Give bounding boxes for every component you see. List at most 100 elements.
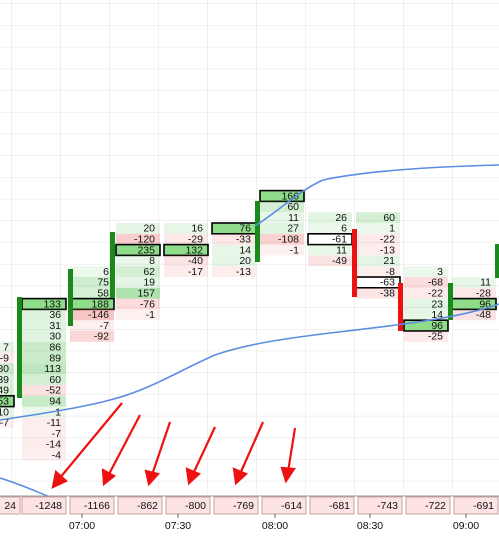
time-label: 09:00 bbox=[453, 520, 479, 532]
total-cell bbox=[309, 496, 355, 515]
cell bbox=[260, 212, 304, 223]
bars bbox=[17, 201, 499, 398]
cell-value: 60 bbox=[49, 374, 61, 386]
cell-value: -29 bbox=[188, 233, 203, 245]
cell bbox=[22, 341, 66, 353]
total-value: -614 bbox=[281, 500, 302, 512]
cell bbox=[70, 320, 114, 331]
boxed-cell bbox=[0, 394, 15, 408]
total-value: -800 bbox=[185, 500, 206, 512]
cell-value: 11 bbox=[480, 277, 491, 289]
cell bbox=[70, 266, 114, 277]
range-bar bbox=[110, 232, 115, 298]
time-label: 08:00 bbox=[262, 520, 288, 532]
cell bbox=[70, 309, 114, 321]
total-value: -722 bbox=[425, 500, 446, 512]
total-value: -769 bbox=[233, 500, 254, 512]
cell-value: 96 bbox=[479, 298, 491, 310]
cell bbox=[116, 233, 160, 245]
cell bbox=[22, 352, 66, 364]
cell bbox=[116, 223, 160, 234]
cell-value: -22 bbox=[380, 233, 395, 245]
cell bbox=[116, 298, 160, 310]
cell bbox=[22, 449, 66, 461]
range-bar bbox=[398, 283, 403, 331]
cell bbox=[70, 277, 114, 288]
cell bbox=[116, 309, 160, 321]
lower-band bbox=[0, 303, 499, 421]
cell-value: -17 bbox=[188, 266, 203, 278]
cell-value: 96 bbox=[431, 320, 443, 332]
cell bbox=[404, 331, 448, 342]
cell-value: -68 bbox=[428, 277, 443, 289]
cell bbox=[356, 212, 400, 223]
cell bbox=[0, 385, 14, 396]
cell bbox=[404, 277, 448, 288]
cell bbox=[0, 417, 14, 429]
cell bbox=[22, 417, 66, 429]
cell bbox=[356, 266, 400, 277]
range-bar bbox=[255, 201, 260, 262]
cell-value: -9 bbox=[0, 352, 9, 364]
cell-value: -8 bbox=[386, 266, 395, 278]
cell-value: 58 bbox=[97, 287, 109, 299]
cell bbox=[22, 406, 66, 418]
cell bbox=[22, 363, 66, 375]
cell-value: 53 bbox=[0, 395, 9, 407]
cell-value: -76 bbox=[140, 298, 155, 310]
boxed-cell bbox=[259, 189, 305, 203]
cell-value: 14 bbox=[239, 244, 251, 256]
cell bbox=[0, 374, 14, 385]
upper-band bbox=[254, 164, 499, 227]
cell-value: 23 bbox=[431, 298, 443, 310]
cell bbox=[260, 244, 304, 256]
cell-value: 76 bbox=[239, 223, 251, 235]
cell-value: 10 bbox=[0, 406, 9, 418]
cell-value: 60 bbox=[287, 201, 299, 213]
cell-value: -14 bbox=[46, 439, 61, 451]
cell-value: 30 bbox=[49, 331, 61, 343]
cell-value: 60 bbox=[383, 212, 395, 224]
total-cell bbox=[21, 496, 67, 515]
total-value: 24 bbox=[4, 500, 16, 512]
cell-value: 11 bbox=[336, 244, 347, 256]
cell-value: -108 bbox=[278, 233, 299, 245]
time-label: 07:00 bbox=[69, 520, 95, 532]
cell bbox=[212, 266, 256, 277]
cell bbox=[70, 331, 114, 342]
total-value: -1248 bbox=[35, 500, 62, 512]
cell bbox=[260, 233, 304, 245]
cell bbox=[116, 287, 160, 299]
cell-value: 16 bbox=[191, 223, 203, 235]
cell bbox=[164, 266, 208, 277]
cell-value: -38 bbox=[380, 287, 395, 299]
cell-value: -7 bbox=[100, 320, 109, 332]
range-bar bbox=[17, 297, 22, 398]
cell bbox=[164, 233, 208, 245]
cell bbox=[0, 363, 14, 375]
cell-value: -61 bbox=[332, 233, 347, 245]
boxed-cell bbox=[163, 243, 209, 257]
cell-value: 19 bbox=[143, 277, 155, 289]
cell bbox=[356, 244, 400, 256]
cell-value: 49 bbox=[0, 385, 9, 397]
cell bbox=[22, 439, 66, 450]
total-value: -681 bbox=[329, 500, 350, 512]
cell-value: -7 bbox=[52, 428, 61, 440]
total-cell bbox=[69, 496, 115, 515]
total-cell bbox=[0, 496, 21, 515]
total-cell bbox=[165, 496, 211, 515]
cell bbox=[260, 223, 304, 234]
cell-value: -52 bbox=[46, 385, 61, 397]
cell-value: 235 bbox=[137, 244, 155, 256]
cell-value: 20 bbox=[239, 255, 251, 267]
cell bbox=[116, 277, 160, 288]
total-cell bbox=[213, 496, 259, 515]
total-cell bbox=[453, 496, 499, 515]
cell-value: 26 bbox=[335, 212, 347, 224]
cell bbox=[22, 309, 66, 321]
cell-value: 113 bbox=[44, 363, 61, 375]
cell bbox=[212, 255, 256, 267]
cell-value: -120 bbox=[134, 233, 155, 245]
